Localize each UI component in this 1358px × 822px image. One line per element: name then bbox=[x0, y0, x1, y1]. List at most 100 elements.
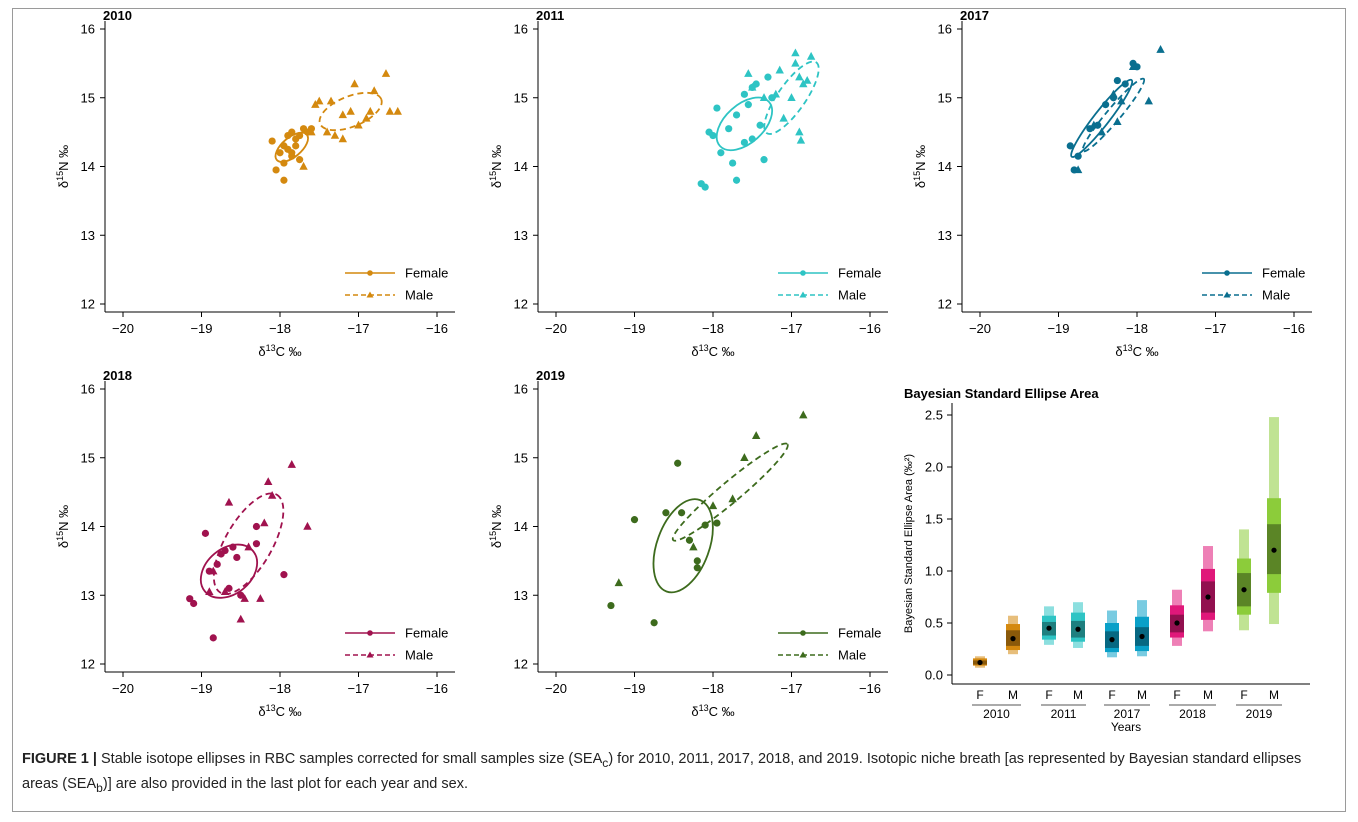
y-tick-label: 12 bbox=[514, 657, 528, 672]
point-male bbox=[1144, 96, 1153, 105]
ellipse-male bbox=[212, 492, 285, 595]
y-tick-label: 14 bbox=[81, 159, 95, 174]
point-female bbox=[1074, 152, 1082, 160]
legend-label-male: Male bbox=[838, 648, 866, 663]
point-male bbox=[1073, 165, 1083, 174]
sea-y-tick-label: 0.5 bbox=[925, 616, 943, 631]
point-male bbox=[744, 69, 753, 77]
legend-label-female: Female bbox=[838, 626, 881, 641]
point-male bbox=[338, 134, 347, 143]
panel-title: 2019 bbox=[536, 368, 565, 383]
x-tick-label: −17 bbox=[347, 321, 369, 336]
point-male bbox=[1117, 96, 1126, 105]
legend-marker-male bbox=[366, 651, 374, 658]
point-male bbox=[728, 494, 737, 503]
x-axis-label: δ13C ‰ bbox=[691, 703, 734, 719]
sea-y-tick-label: 1.5 bbox=[925, 512, 943, 527]
y-tick-label: 14 bbox=[514, 159, 528, 174]
point-male bbox=[740, 453, 749, 461]
point-male bbox=[796, 135, 806, 144]
point-male bbox=[791, 48, 800, 57]
y-tick-label: 16 bbox=[514, 382, 528, 397]
x-axis-label: δ13C ‰ bbox=[258, 343, 301, 359]
point-male bbox=[1097, 127, 1106, 136]
point-female bbox=[268, 137, 276, 145]
point-male bbox=[803, 75, 812, 84]
point-male bbox=[381, 69, 391, 77]
point-male bbox=[338, 110, 347, 119]
sea-title: Bayesian Standard Ellipse Area bbox=[904, 386, 1099, 401]
y-tick-label: 13 bbox=[81, 588, 95, 603]
point-male bbox=[1089, 120, 1099, 129]
x-axis-label: δ13C ‰ bbox=[258, 703, 301, 719]
point-male bbox=[220, 587, 230, 596]
y-tick-label: 12 bbox=[81, 657, 95, 672]
point-female bbox=[713, 104, 721, 112]
point-male bbox=[264, 477, 273, 486]
legend-label-male: Male bbox=[405, 288, 433, 303]
y-tick-label: 15 bbox=[938, 90, 952, 105]
y-axis-label: δ15N ‰ bbox=[488, 505, 504, 548]
point-female bbox=[296, 131, 304, 140]
x-tick-label: −19 bbox=[190, 681, 212, 696]
point-female bbox=[229, 543, 237, 551]
legend-marker-male bbox=[799, 291, 807, 298]
point-male bbox=[205, 587, 214, 596]
point-female bbox=[1102, 101, 1110, 109]
point-female bbox=[674, 459, 682, 467]
point-female bbox=[729, 159, 737, 167]
point-male bbox=[326, 96, 336, 105]
sea-y-axis-label: Bayesian Standard Ellipse Area (‰²) bbox=[903, 454, 915, 633]
point-female bbox=[756, 121, 764, 129]
point-female bbox=[1113, 76, 1121, 85]
sea-sex-label: F bbox=[1108, 688, 1115, 702]
point-female bbox=[744, 101, 752, 109]
x-tick-label: −16 bbox=[426, 321, 448, 336]
point-male bbox=[791, 58, 800, 67]
y-tick-label: 15 bbox=[81, 450, 95, 465]
point-male bbox=[307, 127, 316, 136]
sea-sex-label: F bbox=[1240, 688, 1247, 702]
figure-frame bbox=[12, 8, 1346, 812]
x-tick-label: −18 bbox=[1126, 321, 1148, 336]
y-tick-label: 13 bbox=[514, 588, 528, 603]
point-female bbox=[717, 149, 725, 157]
point-female bbox=[662, 509, 670, 517]
scatter-panel-2017: 2017 12 13 14 15 16 −20 −19 −18 −17 −16 δ13C ‰ δ15N … bbox=[912, 8, 1312, 359]
sea-sex-label: M bbox=[1073, 688, 1083, 702]
ellipse-male bbox=[1081, 77, 1146, 153]
point-male bbox=[256, 594, 265, 602]
legend-label-male: Male bbox=[1262, 288, 1290, 303]
point-male bbox=[350, 79, 359, 88]
ellipse-male bbox=[763, 60, 820, 135]
x-tick-label: −17 bbox=[780, 681, 802, 696]
x-tick-label: −16 bbox=[859, 321, 881, 336]
sea-median-point bbox=[1271, 547, 1277, 553]
point-male bbox=[267, 490, 277, 499]
point-male bbox=[299, 161, 308, 170]
legend-marker-male bbox=[1223, 291, 1231, 298]
point-female bbox=[1066, 142, 1074, 150]
x-tick-label: −18 bbox=[269, 321, 291, 336]
point-male bbox=[224, 497, 234, 506]
y-tick-label: 12 bbox=[81, 297, 95, 312]
y-axis-label: δ15N ‰ bbox=[55, 145, 71, 188]
point-female bbox=[693, 564, 701, 572]
sea-year-label: 2017 bbox=[1114, 707, 1141, 721]
point-male bbox=[806, 51, 816, 60]
point-female bbox=[201, 529, 210, 537]
point-male bbox=[689, 542, 698, 551]
x-tick-label: −16 bbox=[1283, 321, 1305, 336]
point-male bbox=[1113, 117, 1122, 126]
y-tick-label: 13 bbox=[514, 228, 528, 243]
sea-y-tick-label: 2.0 bbox=[925, 460, 943, 475]
point-female bbox=[225, 584, 233, 592]
point-female bbox=[740, 90, 749, 98]
point-female bbox=[725, 125, 733, 133]
x-tick-label: −20 bbox=[545, 681, 567, 696]
legend-label-female: Female bbox=[405, 266, 448, 281]
y-tick-label: 13 bbox=[938, 228, 952, 243]
y-tick-label: 15 bbox=[81, 90, 95, 105]
point-male bbox=[751, 431, 761, 439]
